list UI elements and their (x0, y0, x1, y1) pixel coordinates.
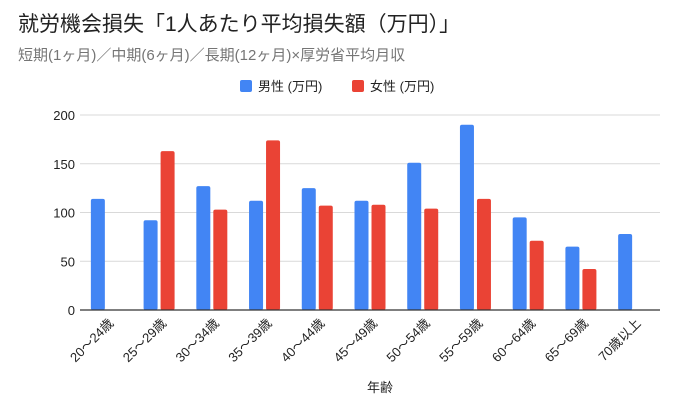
x-tick-label: 60〜64歳 (489, 316, 538, 365)
bar-male (143, 220, 158, 310)
bar-female (213, 209, 228, 310)
bar-female (529, 240, 544, 310)
bar-female (318, 205, 333, 310)
bar-male (354, 200, 369, 310)
x-tick-label: 40〜44歳 (278, 316, 327, 365)
bar-male (196, 186, 211, 310)
bar-male (459, 124, 474, 310)
bar-female (160, 151, 175, 310)
y-tick-label: 150 (53, 157, 75, 172)
x-tick-label: 20〜24歳 (67, 316, 116, 365)
legend-swatch (240, 80, 252, 92)
x-tick-label: 25〜29歳 (120, 316, 169, 365)
bar-female (371, 204, 386, 310)
bar-female (266, 140, 281, 310)
y-tick-label: 200 (53, 108, 75, 123)
legend-label: 男性 (万円) (258, 79, 322, 94)
bar-male (565, 246, 580, 310)
y-tick-label: 100 (53, 206, 75, 221)
bar-male (90, 198, 105, 310)
bar-female (424, 208, 439, 310)
y-tick-label: 0 (68, 303, 75, 318)
bar-female (582, 269, 597, 310)
x-tick-label: 70歳以上 (595, 316, 643, 364)
bar-male (249, 200, 264, 310)
legend-swatch (352, 80, 364, 92)
x-tick-label: 55〜59歳 (436, 316, 485, 365)
bar-male (512, 217, 527, 310)
y-tick-label: 50 (61, 254, 75, 269)
bar-male (407, 162, 422, 310)
legend-label: 女性 (万円) (370, 79, 434, 94)
bar-male (618, 233, 633, 310)
x-tick-label: 45〜49歳 (331, 316, 380, 365)
bar-female (476, 198, 491, 310)
chart-title: 就労機会損失「1人あたり平均損失額（万円）」 (18, 13, 461, 36)
x-tick-label: 65〜69歳 (542, 316, 591, 365)
bar-male (301, 188, 316, 310)
x-tick-label: 30〜34歳 (172, 316, 221, 365)
x-tick-label: 50〜54歳 (383, 316, 432, 365)
x-tick-label: 35〜39歳 (225, 316, 274, 365)
x-axis-label: 年齢 (367, 380, 393, 395)
chart-subtitle: 短期(1ヶ月)／中期(6ヶ月)／長期(12ヶ月)×厚労省平均月収 (18, 47, 406, 64)
